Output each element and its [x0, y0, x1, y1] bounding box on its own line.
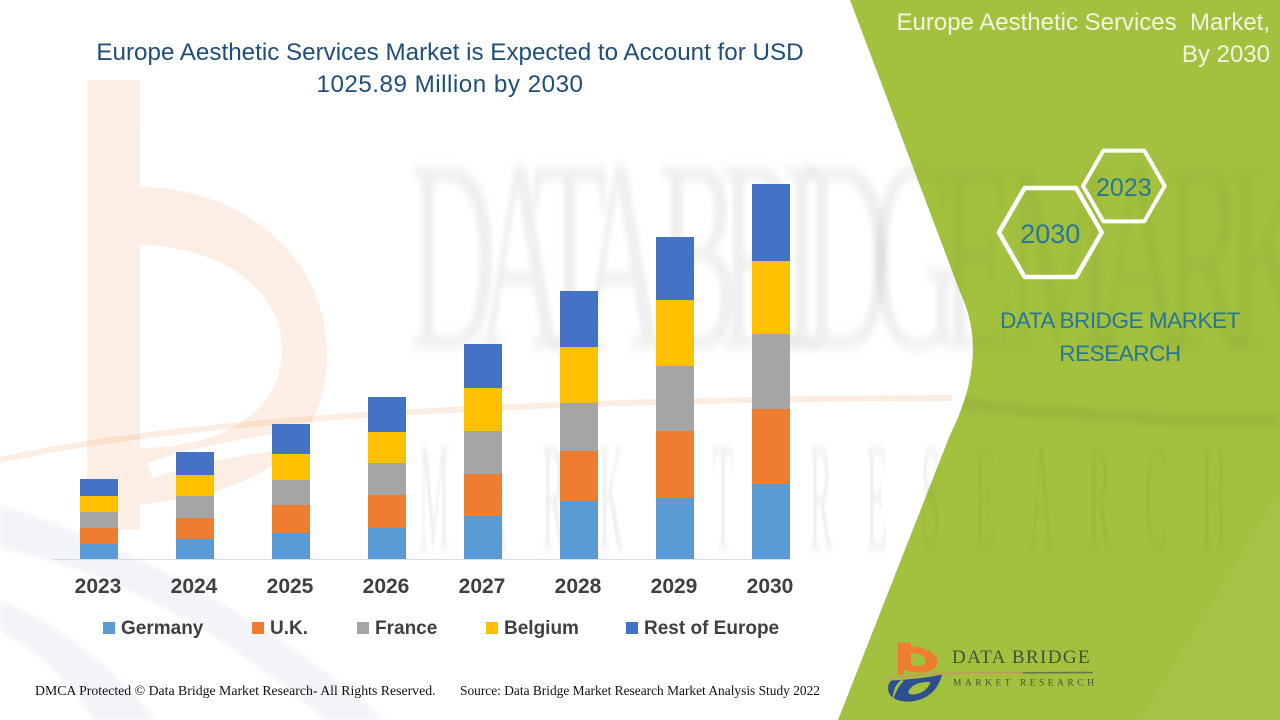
svg-text:2023: 2023	[1096, 174, 1152, 202]
svg-text:DATA BRIDGE: DATA BRIDGE	[952, 647, 1091, 668]
svg-text:MARKET RESEARCH: MARKET RESEARCH	[953, 679, 1097, 689]
svg-text:2030: 2030	[1020, 219, 1080, 249]
